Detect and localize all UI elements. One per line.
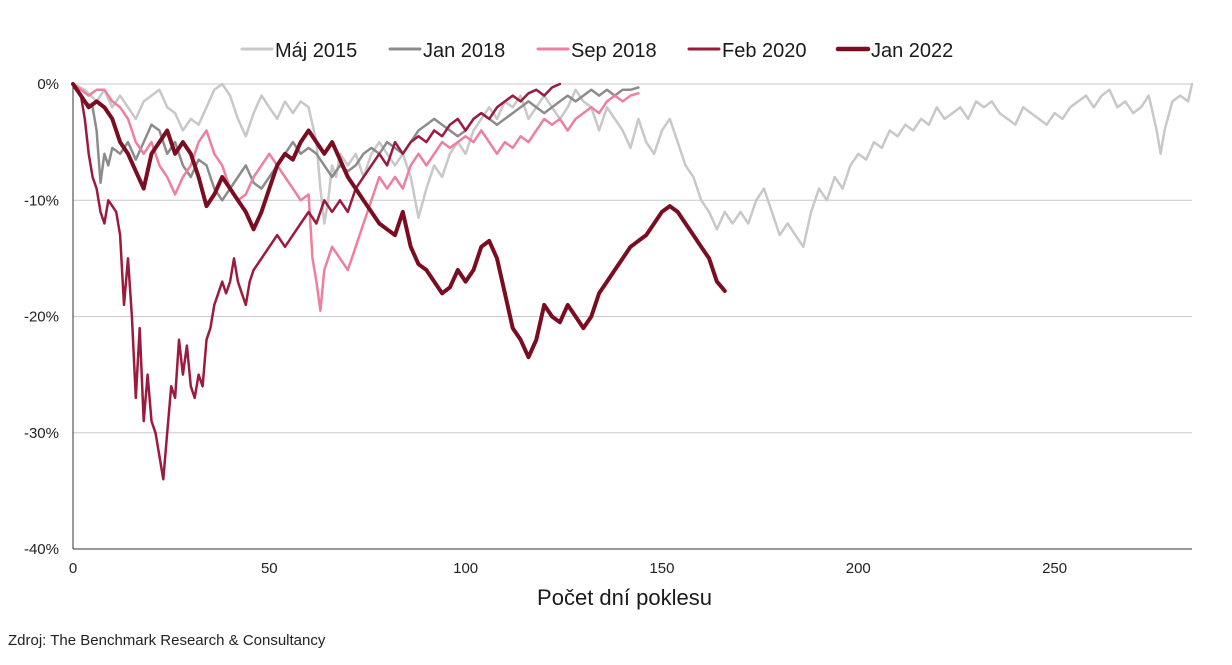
legend-label-sep-2018: Sep 2018 [571, 40, 657, 62]
source-note: Zdroj: The Benchmark Research & Consulta… [8, 632, 326, 649]
legend-label-jan-2022: Jan 2022 [871, 40, 953, 62]
gridlines [73, 83, 1192, 550]
x-axis-title: Počet dní poklesu [537, 585, 712, 610]
x-tick-label-3: 150 [649, 560, 674, 577]
x-tick-labels: 0 50 100 150 200 250 [69, 560, 1067, 577]
x-tick-label-0: 0 [69, 560, 77, 577]
legend-label-jan-2018: Jan 2018 [423, 40, 505, 62]
x-tick-label-5: 250 [1042, 560, 1067, 577]
y-tick-label-1: -10% [24, 192, 59, 209]
legend: Máj 2015 Jan 2018 Sep 2018 Feb 2020 Jan 2022 [240, 40, 953, 62]
y-tick-labels: 0% -10% -20% -30% -40% [24, 76, 59, 558]
series-lines [71, 82, 1194, 481]
y-tick-label-4: -40% [24, 541, 59, 558]
legend-label-m-j-2015: Máj 2015 [275, 40, 357, 62]
y-tick-label-2: -20% [24, 309, 59, 326]
x-tick-label-1: 50 [261, 560, 278, 577]
series-line-feb-2020 [71, 82, 562, 481]
y-tick-label-3: -30% [24, 425, 59, 442]
x-tick-label-2: 100 [453, 560, 478, 577]
line-chart: 0% -10% -20% -30% -40% 0 50 100 150 200 250 Máj 2… [24, 40, 1194, 610]
series-line-sep-2018 [71, 82, 640, 312]
axes [72, 84, 1192, 550]
y-tick-label-0: 0% [37, 76, 59, 93]
legend-label-feb-2020: Feb 2020 [722, 40, 807, 62]
series-line-m-j-2015 [71, 82, 1194, 249]
series-line-jan-2022 [71, 82, 727, 360]
x-tick-label-4: 200 [846, 560, 871, 577]
